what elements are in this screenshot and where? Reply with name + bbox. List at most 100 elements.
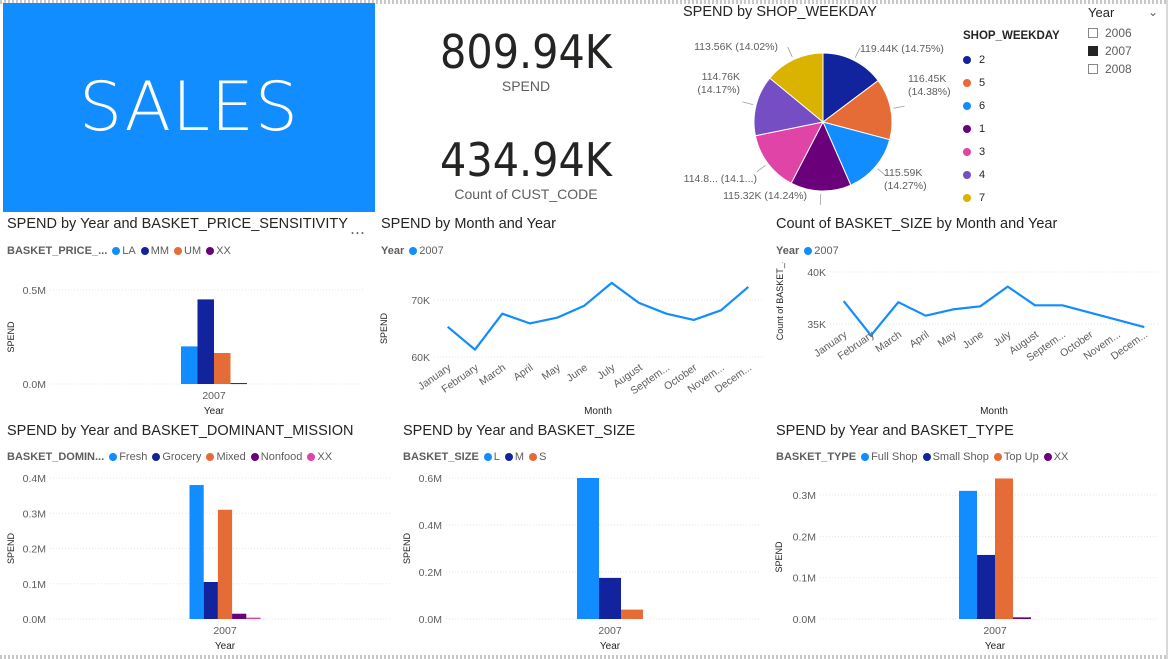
chevron-down-icon[interactable]: ⌄ [1147, 5, 1158, 19]
legend-item-xx[interactable]: XX [307, 451, 332, 463]
bar-nonfood[interactable] [232, 613, 247, 619]
legend-label: L [493, 451, 500, 463]
y-tick-label: 0.2M [419, 567, 442, 579]
y-axis-title: SPEND [774, 541, 784, 573]
pie-legend-item-1[interactable]: 1 [963, 117, 1060, 140]
bar-mm[interactable] [197, 299, 215, 384]
cust-count-card[interactable]: 434.94K Count of CUST_CODE [410, 134, 642, 202]
bar-la[interactable] [181, 346, 198, 384]
pie-slice-6[interactable] [822, 121, 891, 186]
pie-legend-item-4[interactable]: 4 [963, 163, 1060, 186]
legend-item-full-shop[interactable]: Full Shop [861, 451, 918, 463]
legend-item-l[interactable]: L [483, 451, 500, 463]
pie-legend-item-2[interactable]: 2 [963, 48, 1060, 71]
series-line[interactable] [446, 281, 750, 351]
price-sensitivity-chart[interactable]: 0.0M 0.5M 2007 Year SPEND [0, 262, 370, 422]
legend-label: Top Up [1003, 451, 1039, 463]
legend-label: 2007 [419, 245, 444, 257]
legend-title: BASKET_SIZE [403, 451, 479, 463]
legend-dot-icon [963, 147, 971, 156]
legend-item-mixed[interactable]: Mixed [206, 451, 246, 463]
x-axis-title: Month [584, 406, 612, 417]
legend-item-s[interactable]: S [529, 451, 546, 463]
checkbox-icon[interactable] [1088, 64, 1098, 74]
pie-slice-5[interactable] [821, 79, 893, 141]
slicer-item-2006[interactable]: 2006 [1088, 24, 1158, 42]
x-tick-label: 2007 [598, 625, 622, 637]
more-options-icon[interactable]: … [350, 220, 366, 238]
legend-title: Year [381, 245, 405, 257]
bar-full-shop[interactable] [959, 490, 977, 619]
dominant-mission-chart[interactable]: 0.0M 0.1M 0.2M 0.3M 0.4M 2007 Year SPEND [0, 465, 395, 653]
legend-label: 2 [979, 53, 986, 66]
legend-title: Year [776, 245, 800, 257]
bar-m[interactable] [599, 577, 621, 619]
legend-item-2007[interactable]: 2007 [804, 245, 839, 257]
x-tick-label: April [511, 362, 535, 384]
pie-slice-2[interactable] [822, 52, 879, 124]
pie-slice-7[interactable] [769, 52, 824, 124]
pie-legend-item-3[interactable]: 3 [963, 140, 1060, 163]
pie-data-label: 115.32K (14.24%) [723, 190, 807, 202]
bar-fresh[interactable] [189, 485, 204, 619]
legend-label: LA [122, 245, 136, 257]
bar-um[interactable] [214, 352, 231, 384]
checkbox-icon[interactable] [1088, 46, 1098, 56]
y-tick-label: 0.4M [23, 473, 46, 485]
dominant-mission-title: SPEND by Year and BASKET_DOMINANT_MISSIO… [7, 423, 354, 439]
pie-legend-item-7[interactable]: 7 [963, 187, 1060, 210]
bar-xx[interactable] [246, 617, 261, 619]
legend-item-fresh[interactable]: Fresh [109, 451, 147, 463]
x-tick-label: 2007 [202, 390, 226, 402]
pie-legend-item-6[interactable]: 6 [963, 94, 1060, 117]
pie-leader-line [877, 168, 887, 177]
bar-l[interactable] [577, 478, 599, 619]
legend-item-la[interactable]: LA [112, 245, 136, 257]
legend-dot-icon [250, 453, 259, 461]
slicer-item-2008[interactable]: 2008 [1088, 60, 1158, 78]
pie-data-label: 119.44K (14.75%) [860, 43, 944, 55]
legend-item-mm[interactable]: MM [140, 245, 169, 257]
legend-label: 5 [979, 76, 986, 89]
legend-item-m[interactable]: M [504, 451, 524, 463]
legend-item-small-shop[interactable]: Small Shop [922, 451, 989, 463]
series-line[interactable] [842, 285, 1145, 337]
bar-mixed[interactable] [217, 509, 233, 619]
spend-card-value: 809.94K [440, 25, 612, 79]
pie-legend-item-5[interactable]: 5 [963, 71, 1060, 94]
basket-size-chart[interactable]: 0.0M 0.2M 0.4M 0.6M 2007 Year SPEND [396, 465, 768, 653]
year-slicer[interactable]: Year ⌄ 2006 2007 2008 [1088, 5, 1158, 78]
legend-item-nonfood[interactable]: Nonfood [250, 451, 302, 463]
basket-type-chart[interactable]: 0.0M 0.1M 0.2M 0.3M 2007 Year SPEND [768, 465, 1164, 653]
legend-label: UM [184, 245, 202, 257]
price-sensitivity-title: SPEND by Year and BASKET_PRICE_SENSITIVI… [7, 216, 348, 232]
legend-label: Fresh [119, 451, 148, 463]
legend-item-xx[interactable]: XX [206, 245, 231, 257]
y-tick-label: 0.0M [419, 614, 442, 626]
bar-s[interactable] [621, 609, 643, 619]
canvas-top-border [0, 0, 1168, 4]
legend-item-grocery[interactable]: Grocery [152, 451, 201, 463]
legend-item-xx[interactable]: XX [1043, 451, 1068, 463]
checkbox-icon[interactable] [1088, 28, 1098, 38]
slicer-item-2007[interactable]: 2007 [1088, 42, 1158, 60]
pie-chart[interactable]: 119.44K (14.75%) 116.45K (14.38%) 115.59K (1… [660, 22, 960, 212]
y-tick-label: 0.3M [23, 508, 46, 520]
legend-item-top-up[interactable]: Top Up [993, 451, 1039, 463]
legend-dot-icon [963, 124, 971, 133]
legend-item-um[interactable]: UM [174, 245, 201, 257]
pie-slice-1[interactable] [790, 120, 852, 192]
bar-top-up[interactable] [995, 478, 1013, 619]
bar-grocery[interactable] [203, 581, 218, 619]
pie-slice-4[interactable] [753, 77, 825, 137]
bar-xx[interactable] [230, 383, 248, 385]
y-tick-label: 0.0M [23, 614, 46, 626]
pie-slice-3[interactable] [754, 121, 824, 184]
bar-small-shop[interactable] [977, 554, 995, 619]
spend-card[interactable]: 809.94K SPEND [410, 26, 642, 94]
legend-title: BASKET_PRICE_... [7, 245, 108, 257]
bar-xx[interactable] [1013, 617, 1031, 619]
legend-item-2007[interactable]: 2007 [409, 245, 444, 257]
